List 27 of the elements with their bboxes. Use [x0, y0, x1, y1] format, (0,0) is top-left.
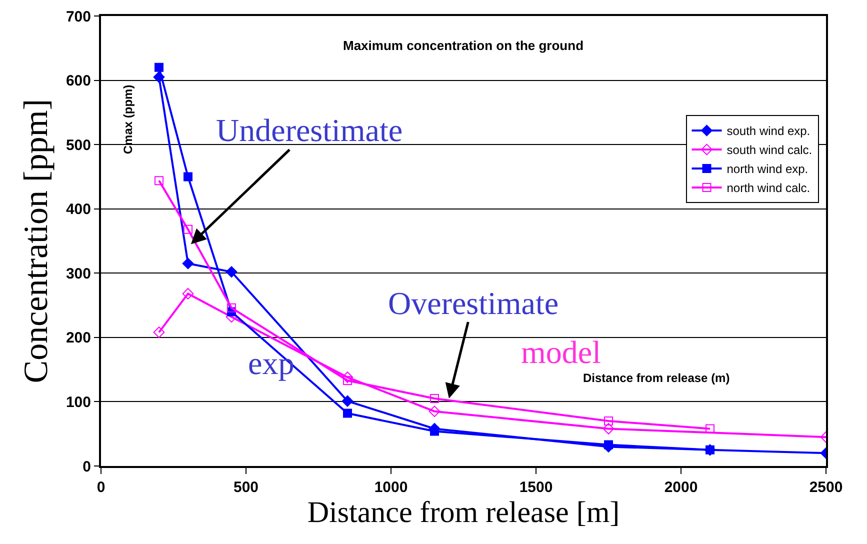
legend-label: south wind calc. — [726, 143, 812, 158]
annotation: Underestimate — [216, 112, 403, 148]
legend-label: north wind calc. — [726, 181, 810, 196]
annotation: model — [521, 334, 602, 370]
y-tick-label: 0 — [82, 458, 91, 476]
y-tick-label: 600 — [66, 72, 91, 90]
annotation: exp — [248, 345, 294, 381]
y-axis-title: Concentration [ppm] — [18, 98, 56, 384]
legend-label: south wind exp. — [726, 124, 810, 138]
annotation: Overestimate — [388, 285, 559, 321]
legend-label: north wind exp. — [726, 162, 808, 176]
x-tick-label: 2000 — [664, 479, 698, 496]
annotation: Cmax (ppm) — [121, 84, 136, 154]
x-tick-label: 0 — [96, 479, 106, 496]
x-tick-label: 1500 — [519, 479, 553, 496]
y-tick-label: 300 — [66, 265, 91, 282]
annotation: Maximum concentration on the ground — [343, 38, 584, 53]
x-tick-label: 1000 — [374, 479, 408, 496]
y-tick-label: 100 — [66, 394, 91, 411]
x-tick-label: 500 — [233, 479, 259, 496]
y-tick-label: 500 — [66, 136, 91, 154]
y-tick-label: 200 — [66, 330, 91, 347]
annotation: Distance from release (m) — [583, 371, 730, 385]
x-axis-title: Distance from release [m] — [307, 496, 620, 529]
y-tick-label: 700 — [66, 8, 91, 26]
y-tick-label: 400 — [66, 201, 91, 218]
x-tick-label: 2500 — [809, 479, 843, 496]
